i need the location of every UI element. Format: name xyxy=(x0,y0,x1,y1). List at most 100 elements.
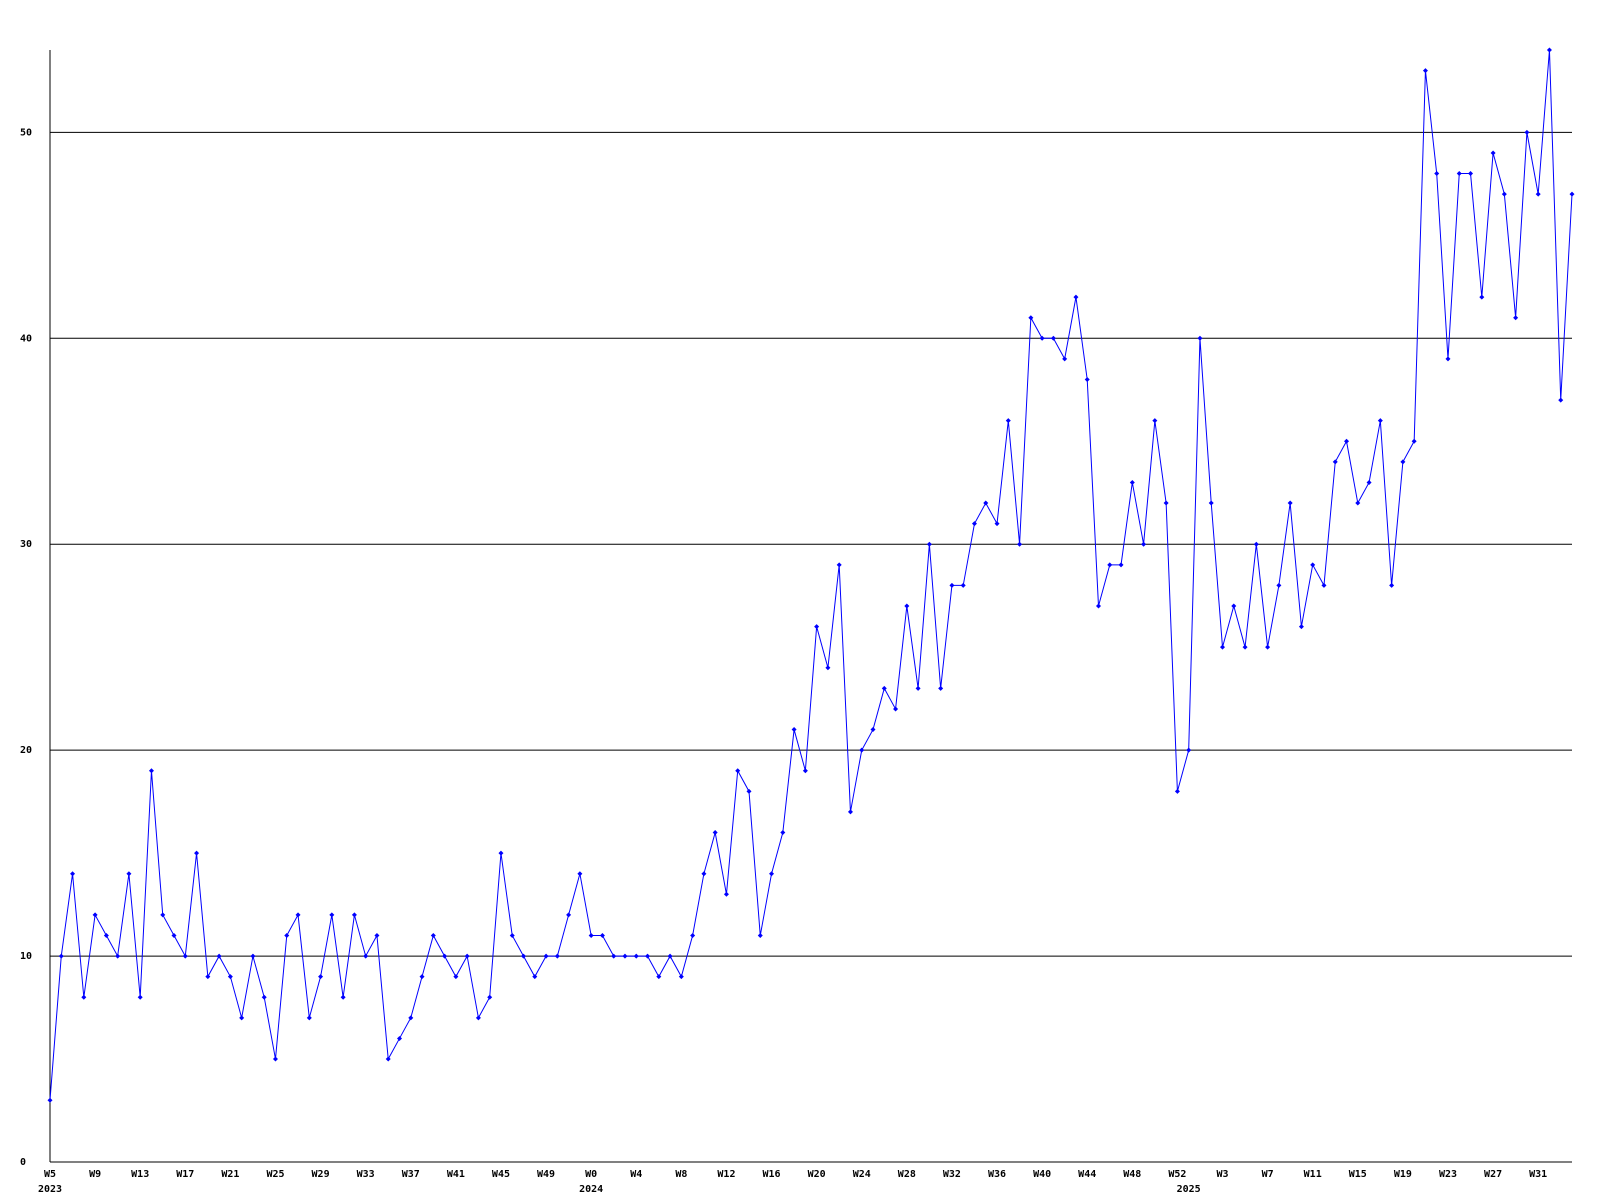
data-point xyxy=(543,953,549,959)
data-point xyxy=(678,974,684,980)
data-point xyxy=(250,953,256,959)
data-point xyxy=(554,953,560,959)
data-line xyxy=(49,49,1573,1101)
data-point xyxy=(757,932,763,938)
data-point xyxy=(182,953,188,959)
data-point xyxy=(1152,418,1158,424)
data-point xyxy=(1174,788,1180,794)
x-tick-label: W28 xyxy=(898,1169,916,1180)
data-point xyxy=(1422,68,1428,74)
x-tick-label: W9 xyxy=(89,1169,101,1180)
data-point xyxy=(1062,356,1068,362)
data-point xyxy=(690,932,696,938)
data-point xyxy=(599,932,605,938)
data-point xyxy=(1129,479,1135,485)
data-point xyxy=(509,932,515,938)
x-tick-label: W4 xyxy=(630,1169,642,1180)
data-point xyxy=(532,974,538,980)
x-tick-label: W41 xyxy=(447,1169,465,1180)
data-point xyxy=(239,1015,245,1021)
data-point xyxy=(1005,418,1011,424)
data-point xyxy=(769,871,775,877)
data-point xyxy=(1513,315,1519,321)
y-tick-label: 10 xyxy=(20,951,32,962)
data-point xyxy=(340,994,346,1000)
x-tick-label: W13 xyxy=(131,1169,149,1180)
data-point xyxy=(1276,582,1282,588)
data-point xyxy=(1389,582,1395,588)
data-point xyxy=(1434,171,1440,177)
data-point xyxy=(453,974,459,980)
data-point xyxy=(1073,294,1079,300)
x-tick-label: W19 xyxy=(1394,1169,1412,1180)
y-tick-label: 30 xyxy=(20,539,32,550)
data-point xyxy=(81,994,87,1000)
data-point xyxy=(1355,500,1361,506)
data-point xyxy=(1287,500,1293,506)
data-point xyxy=(430,932,436,938)
data-point xyxy=(1050,335,1056,341)
data-point xyxy=(374,932,380,938)
data-point xyxy=(160,912,166,918)
data-point xyxy=(701,871,707,877)
data-point xyxy=(475,1015,481,1021)
x-group-label: 2025 xyxy=(1177,1184,1201,1195)
data-point xyxy=(1242,644,1248,650)
data-point xyxy=(1265,644,1271,650)
data-point xyxy=(1479,294,1485,300)
data-point xyxy=(577,871,583,877)
data-point xyxy=(926,541,932,547)
x-tick-label: W52 xyxy=(1168,1169,1186,1180)
data-point xyxy=(960,582,966,588)
x-tick-label: W32 xyxy=(943,1169,961,1180)
x-tick-label: W23 xyxy=(1439,1169,1457,1180)
data-point xyxy=(780,830,786,836)
data-point xyxy=(893,706,899,712)
data-point xyxy=(487,994,493,1000)
data-point xyxy=(1220,644,1226,650)
x-tick-label: W15 xyxy=(1349,1169,1367,1180)
data-point xyxy=(994,521,1000,527)
data-point xyxy=(633,953,639,959)
data-point xyxy=(1310,562,1316,568)
data-point xyxy=(1208,500,1214,506)
x-tick-label: W48 xyxy=(1123,1169,1141,1180)
data-point xyxy=(194,850,200,856)
x-tick-label: W25 xyxy=(266,1169,284,1180)
data-point xyxy=(1546,47,1552,53)
x-tick-label: W11 xyxy=(1304,1169,1322,1180)
data-point xyxy=(859,747,865,753)
y-tick-label: 20 xyxy=(20,745,32,756)
data-point xyxy=(735,768,741,774)
data-point xyxy=(521,953,527,959)
data-point xyxy=(1332,459,1338,465)
x-tick-label: W21 xyxy=(221,1169,239,1180)
data-point xyxy=(306,1015,312,1021)
data-point xyxy=(971,521,977,527)
data-point xyxy=(103,932,109,938)
data-point xyxy=(284,932,290,938)
data-point xyxy=(419,974,425,980)
data-point xyxy=(70,871,76,877)
data-point xyxy=(1197,335,1203,341)
data-point xyxy=(363,953,369,959)
data-point xyxy=(1107,562,1113,568)
data-point xyxy=(983,500,989,506)
x-tick-label: W8 xyxy=(675,1169,687,1180)
data-point xyxy=(938,685,944,691)
data-point xyxy=(137,994,143,1000)
data-point xyxy=(723,891,729,897)
x-tick-label: W37 xyxy=(402,1169,420,1180)
data-point xyxy=(1118,562,1124,568)
data-point xyxy=(148,768,154,774)
data-point xyxy=(1253,541,1259,547)
data-point xyxy=(47,1097,53,1103)
data-point xyxy=(408,1015,414,1021)
x-group-label: 2024 xyxy=(579,1184,603,1195)
data-point xyxy=(1028,315,1034,321)
x-tick-label: W5 xyxy=(44,1169,56,1180)
data-point xyxy=(1141,541,1147,547)
data-point xyxy=(1501,191,1507,197)
data-point xyxy=(622,953,628,959)
